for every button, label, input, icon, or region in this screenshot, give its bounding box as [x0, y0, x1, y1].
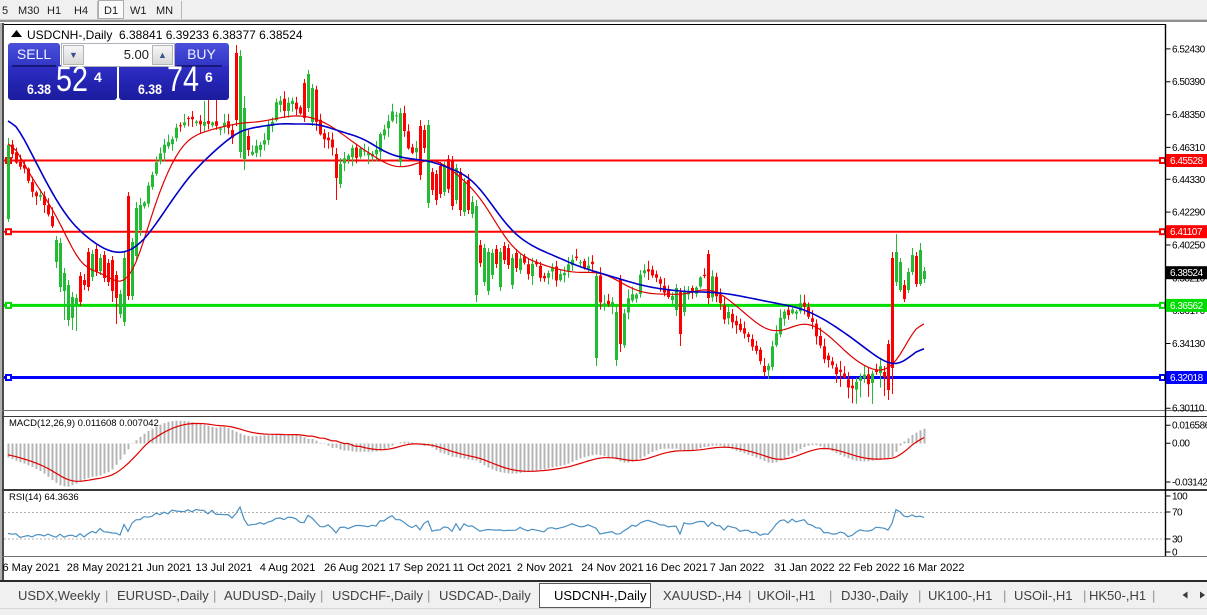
svg-text:26 Aug 2021: 26 Aug 2021: [324, 562, 386, 574]
svg-text:28 May 2021: 28 May 2021: [67, 562, 131, 574]
svg-text:|: |: [105, 588, 108, 603]
svg-text:2 Nov 2021: 2 Nov 2021: [517, 562, 573, 574]
svg-text:6.45528: 6.45528: [1170, 156, 1204, 167]
svg-text:6.48350: 6.48350: [1172, 110, 1206, 121]
svg-text:0.016586: 0.016586: [1172, 421, 1207, 432]
svg-text:M30: M30: [18, 5, 39, 17]
svg-text:|: |: [213, 588, 216, 603]
svg-text:13 Jul 2021: 13 Jul 2021: [195, 562, 252, 574]
svg-text:100: 100: [1172, 492, 1188, 503]
svg-text:H4: H4: [74, 5, 88, 17]
svg-text:7 Jan 2022: 7 Jan 2022: [710, 562, 764, 574]
svg-text:D1: D1: [104, 5, 118, 17]
svg-text:6.40250: 6.40250: [1172, 241, 1206, 252]
svg-text:AUDUSD-,Daily: AUDUSD-,Daily: [224, 588, 316, 603]
svg-text:|: |: [748, 588, 751, 603]
svg-text:24 Nov 2021: 24 Nov 2021: [581, 562, 643, 574]
svg-text:MACD(12,26,9) 0.011608 0.00704: MACD(12,26,9) 0.011608 0.007042: [9, 418, 159, 429]
svg-text:EURUSD-,Daily: EURUSD-,Daily: [117, 588, 209, 603]
svg-text:USDX,Weekly: USDX,Weekly: [18, 588, 101, 603]
svg-text:6 May 2021: 6 May 2021: [3, 562, 60, 574]
svg-text:RSI(14) 64.3636: RSI(14) 64.3636: [9, 492, 79, 503]
svg-text:0.00: 0.00: [1172, 439, 1190, 450]
svg-text:6.42290: 6.42290: [1172, 208, 1206, 219]
svg-text:XAUUSD-,H4: XAUUSD-,H4: [663, 588, 742, 603]
svg-text:70: 70: [1172, 508, 1183, 519]
svg-text:6.46310: 6.46310: [1172, 143, 1206, 154]
svg-text:|: |: [918, 588, 921, 603]
svg-text:5: 5: [2, 5, 8, 17]
svg-text:31 Jan 2022: 31 Jan 2022: [774, 562, 835, 574]
svg-text:22 Feb 2022: 22 Feb 2022: [838, 562, 900, 574]
svg-text:USDCHF-,Daily: USDCHF-,Daily: [332, 588, 424, 603]
svg-text:UK100-,H1: UK100-,H1: [928, 588, 992, 603]
svg-text:MN: MN: [156, 5, 173, 17]
svg-text:|: |: [1083, 588, 1086, 603]
svg-text:USDCNH-,Daily 6.38841 6.39233: USDCNH-,Daily 6.38841 6.39233 6.38377 6.…: [27, 28, 303, 42]
svg-text:|: |: [1152, 588, 1155, 603]
svg-text:W1: W1: [130, 5, 147, 17]
svg-text:|: |: [1003, 588, 1006, 603]
svg-text:UKOil-,H1: UKOil-,H1: [757, 588, 816, 603]
svg-text:HK50-,H1: HK50-,H1: [1089, 588, 1146, 603]
svg-text:6.41107: 6.41107: [1170, 227, 1203, 238]
svg-text:21 Jun 2021: 21 Jun 2021: [131, 562, 192, 574]
svg-text:6.52430: 6.52430: [1172, 44, 1206, 55]
svg-text:USDCAD-,Daily: USDCAD-,Daily: [439, 588, 531, 603]
svg-text:30: 30: [1172, 535, 1183, 546]
svg-text:|: |: [320, 588, 323, 603]
svg-text:H1: H1: [47, 5, 61, 17]
svg-text:4 Aug 2021: 4 Aug 2021: [260, 562, 316, 574]
svg-text:-0.03142: -0.03142: [1172, 478, 1207, 489]
svg-text:6.38524: 6.38524: [1170, 268, 1204, 279]
svg-text:DJ30-,Daily: DJ30-,Daily: [841, 588, 909, 603]
svg-text:6.30110: 6.30110: [1172, 404, 1205, 415]
svg-text:16 Mar 2022: 16 Mar 2022: [903, 562, 965, 574]
svg-text:6.44330: 6.44330: [1172, 175, 1206, 186]
svg-text:6.34130: 6.34130: [1172, 339, 1206, 350]
svg-text:6.50390: 6.50390: [1172, 77, 1206, 88]
svg-text:6.32018: 6.32018: [1170, 373, 1204, 384]
svg-text:|: |: [829, 588, 832, 603]
svg-text:17 Sep 2021: 17 Sep 2021: [388, 562, 450, 574]
svg-text:USOil-,H1: USOil-,H1: [1014, 588, 1073, 603]
svg-text:USDCNH-,Daily: USDCNH-,Daily: [554, 588, 647, 603]
svg-text:|: |: [427, 588, 430, 603]
svg-text:11 Oct 2021: 11 Oct 2021: [453, 562, 512, 574]
svg-text:6.36562: 6.36562: [1170, 301, 1204, 312]
svg-text:0: 0: [1172, 548, 1178, 559]
svg-text:16 Dec 2021: 16 Dec 2021: [646, 562, 708, 574]
